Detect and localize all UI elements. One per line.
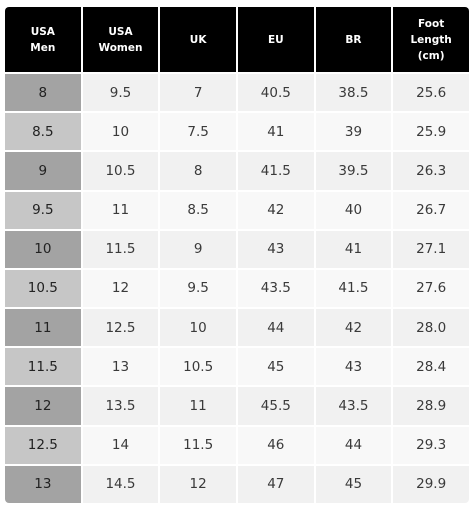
- header-uk: UK: [160, 7, 236, 72]
- cell-usa-men: 9: [5, 152, 81, 190]
- size-chart-body: 8 9.5 7 40.5 38.5 25.6 8.5 10 7.5 41 39 …: [5, 74, 469, 503]
- header-foot-length: Foot Length (cm): [393, 7, 469, 72]
- table-row: 9.5 11 8.5 42 40 26.7: [5, 191, 469, 229]
- cell-usa-women: 9.5: [82, 74, 159, 112]
- cell-uk: 9.5: [160, 269, 236, 308]
- cell-br: 44: [315, 426, 392, 464]
- cell-usa-men: 9.5: [5, 191, 81, 229]
- cell-uk: 8.5: [160, 191, 236, 229]
- cell-br: 39.5: [315, 152, 392, 190]
- table-row: 11 12.5 10 44 42 28.0: [5, 309, 469, 347]
- cell-usa-men: 8: [5, 74, 81, 112]
- cell-uk: 7: [160, 74, 236, 112]
- cell-foot-length: 25.6: [393, 74, 469, 112]
- cell-eu: 44: [237, 309, 314, 347]
- header-usa-men: USA Men: [5, 7, 81, 72]
- cell-foot-length: 28.4: [393, 348, 469, 386]
- cell-br: 41: [315, 230, 392, 268]
- cell-eu: 43.5: [237, 269, 314, 308]
- cell-usa-men: 8.5: [5, 113, 81, 151]
- header-row: USA Men USA Women UK EU BR Foot Length (…: [5, 7, 469, 72]
- cell-eu: 43: [237, 230, 314, 268]
- cell-foot-length: 25.9: [393, 113, 469, 151]
- cell-usa-women: 10: [82, 113, 159, 151]
- cell-eu: 45.5: [237, 387, 314, 425]
- cell-br: 39: [315, 113, 392, 151]
- header-br: BR: [315, 7, 392, 72]
- cell-uk: 11.5: [160, 426, 236, 464]
- cell-br: 40: [315, 191, 392, 229]
- cell-br: 41.5: [315, 269, 392, 308]
- cell-eu: 42: [237, 191, 314, 229]
- cell-foot-length: 28.9: [393, 387, 469, 425]
- cell-usa-men: 11: [5, 309, 81, 347]
- cell-uk: 7.5: [160, 113, 236, 151]
- cell-eu: 46: [237, 426, 314, 464]
- cell-usa-men: 12: [5, 387, 81, 425]
- cell-br: 43: [315, 348, 392, 386]
- cell-br: 43.5: [315, 387, 392, 425]
- table-row: 10 11.5 9 43 41 27.1: [5, 230, 469, 268]
- cell-br: 45: [315, 465, 392, 503]
- cell-foot-length: 26.3: [393, 152, 469, 190]
- cell-foot-length: 27.1: [393, 230, 469, 268]
- table-row: 8 9.5 7 40.5 38.5 25.6: [5, 74, 469, 112]
- cell-uk: 10.5: [160, 348, 236, 386]
- cell-foot-length: 29.3: [393, 426, 469, 464]
- table-row: 13 14.5 12 47 45 29.9: [5, 465, 469, 503]
- cell-eu: 45: [237, 348, 314, 386]
- cell-usa-women: 12.5: [82, 309, 159, 347]
- cell-foot-length: 29.9: [393, 465, 469, 503]
- cell-foot-length: 27.6: [393, 269, 469, 308]
- header-eu: EU: [237, 7, 314, 72]
- cell-usa-women: 13.5: [82, 387, 159, 425]
- cell-eu: 41: [237, 113, 314, 151]
- cell-usa-women: 11: [82, 191, 159, 229]
- table-row: 12 13.5 11 45.5 43.5 28.9: [5, 387, 469, 425]
- size-chart-table: USA Men USA Women UK EU BR Foot Length (…: [3, 5, 471, 505]
- cell-br: 38.5: [315, 74, 392, 112]
- cell-foot-length: 28.0: [393, 309, 469, 347]
- cell-usa-men: 13: [5, 465, 81, 503]
- cell-eu: 47: [237, 465, 314, 503]
- size-chart-header: USA Men USA Women UK EU BR Foot Length (…: [5, 7, 469, 72]
- table-row: 10.5 12 9.5 43.5 41.5 27.6: [5, 269, 469, 308]
- cell-eu: 40.5: [237, 74, 314, 112]
- table-row: 11.5 13 10.5 45 43 28.4: [5, 348, 469, 386]
- table-row: 9 10.5 8 41.5 39.5 26.3: [5, 152, 469, 190]
- cell-uk: 9: [160, 230, 236, 268]
- cell-uk: 12: [160, 465, 236, 503]
- cell-usa-men: 10.5: [5, 269, 81, 308]
- cell-uk: 8: [160, 152, 236, 190]
- cell-uk: 11: [160, 387, 236, 425]
- cell-eu: 41.5: [237, 152, 314, 190]
- cell-usa-women: 11.5: [82, 230, 159, 268]
- table-row: 12.5 14 11.5 46 44 29.3: [5, 426, 469, 464]
- cell-usa-men: 11.5: [5, 348, 81, 386]
- cell-uk: 10: [160, 309, 236, 347]
- cell-usa-women: 14.5: [82, 465, 159, 503]
- cell-usa-women: 10.5: [82, 152, 159, 190]
- cell-usa-women: 12: [82, 269, 159, 308]
- cell-usa-women: 13: [82, 348, 159, 386]
- cell-usa-men: 12.5: [5, 426, 81, 464]
- cell-foot-length: 26.7: [393, 191, 469, 229]
- cell-usa-men: 10: [5, 230, 81, 268]
- header-usa-women: USA Women: [82, 7, 159, 72]
- cell-usa-women: 14: [82, 426, 159, 464]
- table-row: 8.5 10 7.5 41 39 25.9: [5, 113, 469, 151]
- cell-br: 42: [315, 309, 392, 347]
